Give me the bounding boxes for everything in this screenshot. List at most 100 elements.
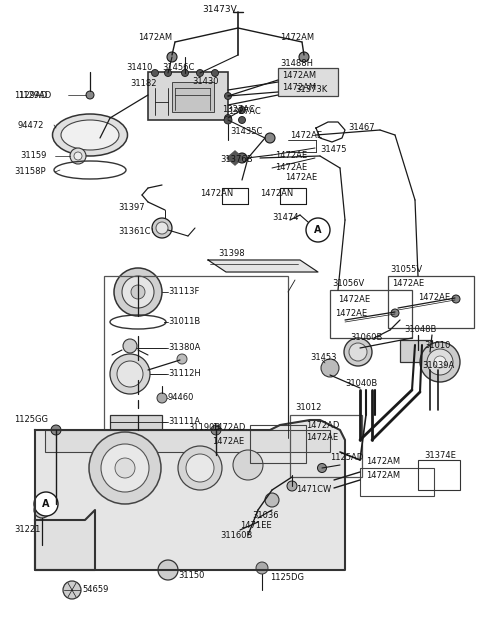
Circle shape [89,432,161,504]
Circle shape [158,560,178,580]
Text: 31012: 31012 [295,403,322,413]
Text: 31435C: 31435C [230,127,263,137]
Text: 31430: 31430 [192,77,218,87]
Polygon shape [35,420,345,570]
Bar [418,460,460,490]
Text: 1472AD: 1472AD [212,423,245,432]
Polygon shape [35,510,95,570]
Bar [290,415,362,477]
Circle shape [427,349,453,375]
Text: 1472AE: 1472AE [335,310,367,318]
Text: 1129AD: 1129AD [18,91,51,99]
Text: 1471CW: 1471CW [296,486,331,494]
Text: 1472AN: 1472AN [200,189,233,197]
Text: 1125GG: 1125GG [14,415,48,425]
Text: 1472AE: 1472AE [275,151,307,160]
Circle shape [239,106,245,113]
Text: 1472AE: 1472AE [306,434,338,442]
Text: 1472AE: 1472AE [212,437,244,446]
Text: 31373K: 31373K [295,85,327,94]
Circle shape [152,70,158,77]
Circle shape [233,450,263,480]
Bar [148,72,228,120]
Text: 1472AE: 1472AE [275,163,307,173]
Text: 1472AM: 1472AM [138,34,172,42]
Circle shape [225,115,231,122]
Text: 31474: 31474 [272,213,299,223]
Text: 1472AM: 1472AM [280,34,314,42]
Text: 1472AE: 1472AE [285,173,317,182]
Bar [280,188,306,204]
Circle shape [70,148,86,164]
Circle shape [434,356,446,368]
Bar [45,430,330,452]
Circle shape [211,425,221,435]
Text: 31397: 31397 [118,203,144,213]
Circle shape [122,276,154,308]
Circle shape [306,218,330,242]
Circle shape [165,70,171,77]
Text: A: A [42,499,50,509]
Bar [104,276,288,446]
Circle shape [115,458,135,478]
Circle shape [101,444,149,492]
Bar [110,415,162,433]
Text: 31380A: 31380A [168,344,200,353]
Circle shape [131,285,145,299]
Bar [330,290,412,338]
Circle shape [265,493,279,507]
Text: 31036: 31036 [252,510,278,520]
Text: 31011B: 31011B [168,318,200,327]
Text: 31039A: 31039A [422,361,454,370]
Text: 31159: 31159 [20,151,47,161]
Text: 1327AC: 1327AC [228,108,261,116]
Circle shape [186,454,214,482]
Circle shape [167,52,177,62]
Text: 94472: 94472 [18,120,44,130]
Circle shape [63,581,81,599]
Circle shape [181,70,189,77]
Text: 1327AC: 1327AC [222,106,255,115]
Bar [250,425,306,463]
Circle shape [34,502,50,518]
Circle shape [287,481,297,491]
Bar [278,68,338,96]
Text: A: A [314,225,322,235]
Text: 1125DG: 1125DG [270,573,304,582]
Circle shape [212,70,218,77]
Circle shape [114,268,162,316]
Circle shape [196,70,204,77]
Text: 31221: 31221 [14,525,40,534]
Text: 31060B: 31060B [350,334,383,342]
Bar [222,188,248,204]
Text: 31456C: 31456C [162,63,194,73]
Circle shape [344,338,372,366]
Circle shape [265,133,275,143]
Text: 1472AD: 1472AD [306,420,339,430]
Text: 1472AM: 1472AM [282,72,316,80]
Circle shape [420,342,460,382]
Polygon shape [208,260,318,272]
Text: 1471EE: 1471EE [240,520,272,529]
Bar [400,340,432,362]
Text: 31010: 31010 [424,341,450,349]
Text: 31410: 31410 [126,63,152,73]
Circle shape [123,339,137,353]
Text: 31048B: 31048B [404,325,436,334]
Text: 1472AE: 1472AE [290,130,322,139]
Text: 1472AM: 1472AM [366,458,400,467]
Circle shape [86,91,94,99]
Text: 31190B: 31190B [188,423,220,432]
Circle shape [237,153,247,163]
Circle shape [110,354,150,394]
Text: 31111A: 31111A [168,418,200,427]
Text: 31040B: 31040B [345,379,377,387]
Ellipse shape [52,114,128,156]
Circle shape [177,354,187,364]
Circle shape [452,295,460,303]
Text: 1472AN: 1472AN [260,189,293,197]
Text: 54659: 54659 [82,586,108,594]
Text: 31112H: 31112H [168,370,201,379]
Text: 31467: 31467 [348,123,374,132]
Text: 31160B: 31160B [220,530,252,539]
